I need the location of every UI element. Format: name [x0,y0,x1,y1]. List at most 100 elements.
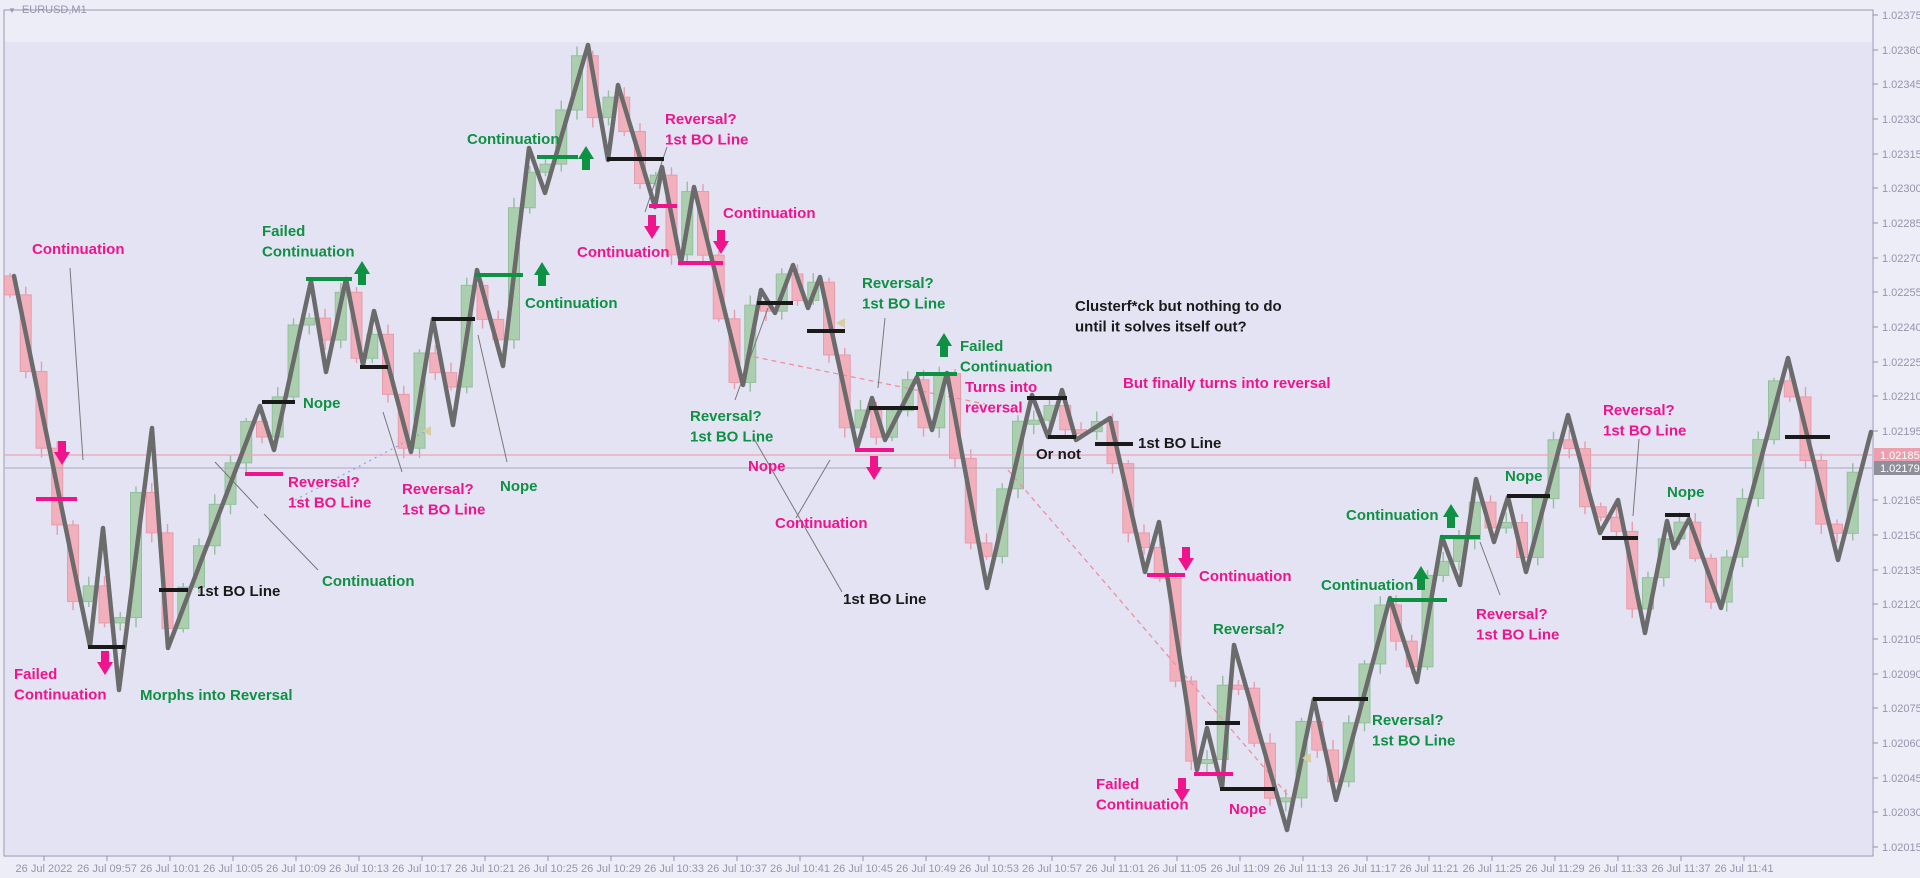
annotation-label[interactable]: Continuation [1199,568,1291,585]
annotation-pointer-line [1632,438,1640,517]
price-tick-label: 1.02360 [1882,45,1920,57]
annotation-label[interactable]: Nope [748,458,786,475]
price-tick-label: 1.02345 [1882,79,1920,91]
down-arrow[interactable] [97,651,113,675]
annotation-label[interactable]: Reversal? 1st BO Line [690,408,773,446]
annotation-label[interactable]: Morphs into Reversal [140,687,293,704]
time-tick-label: 26 Jul 10:05 [203,863,263,875]
annotation-label[interactable]: Continuation [1321,577,1413,594]
annotation-label[interactable]: Reversal? 1st BO Line [1372,712,1455,750]
annotation-label[interactable]: 1st BO Line [197,583,280,600]
down-arrow[interactable] [866,456,882,480]
annotation-pointer-line [734,307,769,401]
annotation-label[interactable]: Turns into reversal [965,379,1037,417]
annotation-label[interactable]: Nope [1667,484,1705,501]
time-tick-label: 26 Jul 11:13 [1273,863,1332,875]
annotation-label[interactable]: Reversal? 1st BO Line [1603,402,1686,440]
down-arrow[interactable] [713,230,729,254]
time-tick-label: 26 Jul 11:21 [1399,863,1458,875]
annotation-label[interactable]: Reversal? 1st BO Line [288,474,371,512]
annotation-pointer-line [477,334,508,463]
time-tick-label: 26 Jul 10:33 [644,863,704,875]
symbol-period-label: EURUSD,M1 [21,4,87,16]
price-tick-label: 1.02315 [1882,149,1920,161]
up-arrow[interactable] [354,261,370,285]
dashed-trendline[interactable] [744,354,986,405]
dotted-trendline[interactable] [294,427,433,501]
up-arrow[interactable] [1413,566,1429,590]
candle-body [1201,759,1213,764]
candle-body [1500,522,1513,529]
up-arrow[interactable] [578,146,594,170]
annotation-pointer-line [69,267,84,461]
annotation-label[interactable]: Failed Continuation [262,223,354,261]
time-tick-label: 26 Jul 11:33 [1588,863,1647,875]
chevron-down-icon[interactable]: ▼ [8,5,16,15]
down-arrow[interactable] [1178,547,1194,571]
annotation-label[interactable]: Reversal? 1st BO Line [665,111,748,149]
annotation-label[interactable]: Nope [500,478,538,495]
annotation-label[interactable]: Nope [1505,468,1543,485]
down-arrow[interactable] [54,441,70,465]
arrow-left-marker[interactable] [422,426,431,436]
dashed-trendline[interactable] [1007,469,1293,801]
annotation-label[interactable]: Clusterf*ck but nothing to do until it so… [1075,298,1282,336]
annotation-label[interactable]: Or not [1036,446,1081,463]
price-tick-label: 1.02150 [1882,530,1920,542]
annotation-label[interactable]: Reversal? 1st BO Line [402,481,485,519]
up-arrow[interactable] [534,262,550,286]
up-arrow[interactable] [1443,504,1459,528]
annotation-label[interactable]: Nope [1229,801,1267,818]
candle-body [586,55,599,119]
time-tick-label: 26 Jul 11:29 [1525,863,1584,875]
annotation-label[interactable]: 1st BO Line [843,591,926,608]
candle-body [1232,684,1245,690]
time-tick-label: 26 Jul 2022 [16,863,73,875]
annotation-label[interactable]: Failed Continuation [960,338,1052,376]
candle-body [618,96,631,133]
annotation-label[interactable]: Failed Continuation [1096,776,1188,814]
price-tick-label: 1.02330 [1882,114,1920,126]
annotation-label[interactable]: Continuation [32,241,124,258]
price-tick-label: 1.02255 [1882,287,1920,299]
price-tick-label: 1.02105 [1882,634,1920,646]
down-arrow[interactable] [1174,778,1190,802]
annotation-label[interactable]: Reversal? [1213,621,1285,638]
candle-body [1027,419,1040,425]
annotation-pointer-line [214,461,259,509]
annotation-label[interactable]: Continuation [577,244,669,261]
annotation-label[interactable]: Continuation [723,205,815,222]
time-tick-label: 26 Jul 10:21 [455,863,515,875]
annotation-label[interactable]: Reversal? 1st BO Line [862,275,945,313]
time-tick-label: 26 Jul 11:41 [1714,863,1773,875]
annotation-label[interactable]: Continuation [775,515,867,532]
annotation-pointer-line [382,411,403,473]
annotation-label[interactable]: Failed Continuation [14,666,106,704]
plot-area [5,42,1872,855]
time-tick-label: 26 Jul 10:09 [266,863,326,875]
annotation-label[interactable]: But finally turns into reversal [1123,375,1331,392]
bid-price-badge [1874,461,1920,475]
time-axis: 26 Jul 2022 26 Jul 09:57 26 Jul 10:01 26 Ju… [16,856,1774,875]
ask-price-badge [1874,448,1920,462]
annotation-label[interactable]: Continuation [322,573,414,590]
annotation-label[interactable]: Continuation [1346,507,1438,524]
time-tick-label: 26 Jul 10:25 [518,863,578,875]
annotation-label[interactable]: Reversal? 1st BO Line [1476,606,1559,644]
price-tick-label: 1.02270 [1882,253,1920,265]
annotation-label[interactable]: Continuation [525,295,617,312]
arrow-left-marker[interactable] [1302,753,1311,763]
arrow-left-marker[interactable] [836,318,845,328]
down-arrow[interactable] [644,215,660,239]
candle-body [1279,797,1292,803]
annotation-label[interactable]: 1st BO Line [1138,435,1221,452]
time-tick-label: 26 Jul 10:49 [896,863,956,875]
annotation-label[interactable]: Nope [303,395,341,412]
up-arrow[interactable] [936,333,952,357]
annotation-label[interactable]: Continuation [467,131,559,148]
time-tick-label: 26 Jul 10:13 [329,863,389,875]
price-tick-label: 1.02195 [1882,426,1920,438]
price-tick-label: 1.02060 [1882,738,1920,750]
price-tick-label: 1.02210 [1882,391,1920,403]
